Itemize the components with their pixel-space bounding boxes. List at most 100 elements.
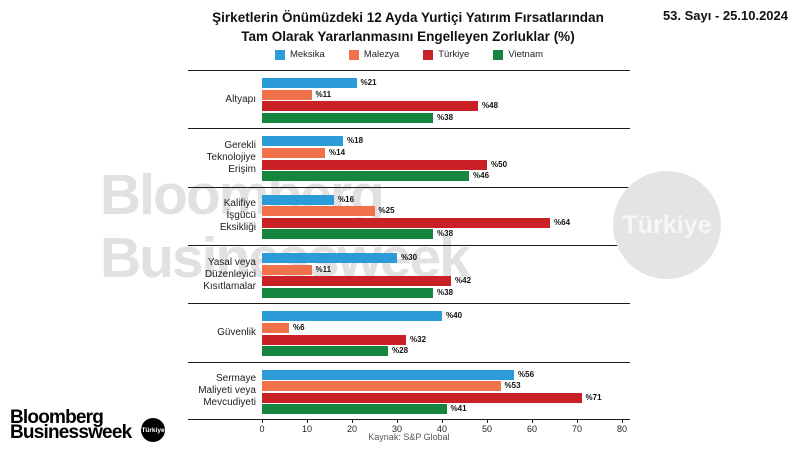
legend-label: Malezya	[363, 49, 400, 60]
legend-swatch-icon	[274, 49, 285, 60]
chart-title: Şirketlerin Önümüzdeki 12 Ayda Yurtiçi Y…	[178, 8, 638, 46]
legend-swatch-icon	[493, 49, 504, 60]
x-axis-tick-label: 20	[346, 424, 358, 434]
chart-legend: Meksika Malezya Türkiye Vietnam	[188, 49, 630, 60]
bar-malezya	[262, 381, 501, 392]
bar-row: %40	[262, 311, 630, 322]
bar-row: %41	[262, 404, 630, 415]
bar-meksika	[262, 78, 357, 88]
chart-title-line2: Tam Olarak Yararlanmasını Engelleyen Zor…	[241, 29, 575, 44]
bar-vietnam	[262, 112, 433, 123]
x-axis-tick-label: 50	[481, 424, 493, 434]
legend-item-2: Malezya	[348, 49, 400, 60]
x-axis-tick	[307, 419, 308, 423]
bar-row: %71	[262, 392, 630, 403]
bar-vietnam	[262, 404, 447, 415]
issue-date: 53. Sayı - 25.10.2024	[662, 8, 788, 23]
bar-row: %30	[262, 252, 630, 263]
bar-row: %25	[262, 206, 630, 217]
bar-row: %46	[262, 171, 630, 182]
bar-meksika	[262, 136, 343, 147]
category-label: Gerekli Teknolojiye Erişim	[206, 139, 256, 175]
legend-item-4: Vietnam	[493, 49, 543, 60]
bar-row: %56	[262, 369, 630, 380]
bar-value-label: %32	[410, 334, 427, 344]
bar-row: %42	[262, 276, 630, 287]
x-axis-tick-label: 10	[301, 424, 313, 434]
bar-row: %21	[262, 78, 630, 88]
legend-item-3: Türkiye	[423, 49, 469, 60]
bar-malezya	[262, 147, 325, 158]
chart-group-1: Altyapı %21 %11 %48 %38	[188, 70, 630, 128]
chart-group-6: Sermaye Maliyeti veya Mevcudiyeti %56 %53 %71…	[188, 361, 630, 420]
bar-türkiye	[262, 101, 478, 112]
turkiye-badge-label: Türkiye	[141, 426, 165, 434]
bar-türkiye	[262, 276, 451, 287]
watermark-circle-label: Türkiye	[622, 210, 712, 239]
bar-value-label: %38	[437, 287, 454, 297]
chart-title-line1: Şirketlerin Önümüzdeki 12 Ayda Yurtiçi Y…	[212, 10, 604, 25]
bar-value-label: %30	[401, 252, 418, 262]
bar-vietnam	[262, 287, 433, 298]
bar-value-label: %28	[392, 346, 409, 356]
bar-value-label: %16	[338, 194, 355, 204]
x-axis-tick	[622, 419, 623, 423]
bar-meksika	[262, 369, 514, 380]
bar-value-label: %56	[518, 369, 535, 379]
bar-row: %28	[262, 346, 630, 357]
legend-swatch-icon	[423, 49, 434, 60]
bar-row: %64	[262, 217, 630, 228]
category-label: Yasal veya Düzenleyici Kısıtlamalar	[203, 256, 256, 292]
bar-meksika	[262, 252, 397, 263]
bar-row: %38	[262, 229, 630, 240]
x-axis-tick	[262, 419, 263, 423]
bar-vietnam	[262, 229, 433, 240]
bar-value-label: %64	[554, 217, 571, 227]
bar-meksika	[262, 311, 442, 322]
bar-türkiye	[262, 334, 406, 345]
legend-label: Türkiye	[438, 49, 470, 60]
bar-value-label: %48	[482, 101, 499, 111]
bar-value-label: %41	[450, 404, 467, 414]
chart-group-4: Yasal veya Düzenleyici Kısıtlamalar %30 %11%…	[188, 244, 630, 303]
chart-group-2: Gerekli Teknolojiye Erişim %18 %14 %50 %46	[188, 128, 630, 186]
bar-row: %11	[262, 89, 630, 100]
bar-malezya	[262, 206, 375, 217]
chart-group-5: Güvenlik %40 %6 %32 %28	[188, 303, 630, 361]
bar-vietnam	[262, 171, 469, 182]
category-label: Sermaye Maliyeti veya Mevcudiyeti	[198, 373, 256, 409]
legend-label: Meksika	[289, 49, 325, 60]
bar-row: %53	[262, 381, 630, 392]
bar-value-label: %14	[329, 147, 346, 157]
chart-plot: Altyapı %21 %11 %48 %38 Gerekli Teknolojiye Eri…	[188, 70, 630, 434]
bar-row: %16	[262, 194, 630, 205]
bar-malezya	[262, 322, 289, 333]
x-axis-tick	[442, 419, 443, 423]
bar-value-label: %42	[455, 276, 472, 286]
x-axis-tick-label: 60	[526, 424, 538, 434]
bar-row: %11	[262, 264, 630, 275]
x-axis-tick-label: 30	[391, 424, 403, 434]
x-axis-tick-label: 70	[571, 424, 583, 434]
bar-row: %14	[262, 147, 630, 158]
x-axis-tick-label: 80	[616, 424, 628, 434]
bar-value-label: %40	[446, 311, 463, 321]
x-axis-tick	[577, 419, 578, 423]
legend-swatch-icon	[348, 49, 359, 60]
bar-row: %50	[262, 159, 630, 170]
bar-türkiye	[262, 159, 487, 170]
bloomberg-businessweek-logo: Bloomberg Businessweek	[10, 408, 132, 443]
bar-row: %38	[262, 112, 630, 123]
bar-vietnam	[262, 346, 388, 357]
x-axis-tick	[352, 419, 353, 423]
legend-label: Vietnam	[508, 49, 544, 60]
logo-line2: Businessweek	[10, 422, 132, 443]
bar-malezya	[262, 89, 312, 100]
x-axis-tick	[532, 419, 533, 423]
bar-value-label: %11	[315, 264, 332, 274]
bar-malezya	[262, 264, 312, 275]
bar-value-label: %46	[473, 171, 490, 181]
bar-row: %48	[262, 101, 630, 112]
bar-row: %6	[262, 322, 630, 333]
